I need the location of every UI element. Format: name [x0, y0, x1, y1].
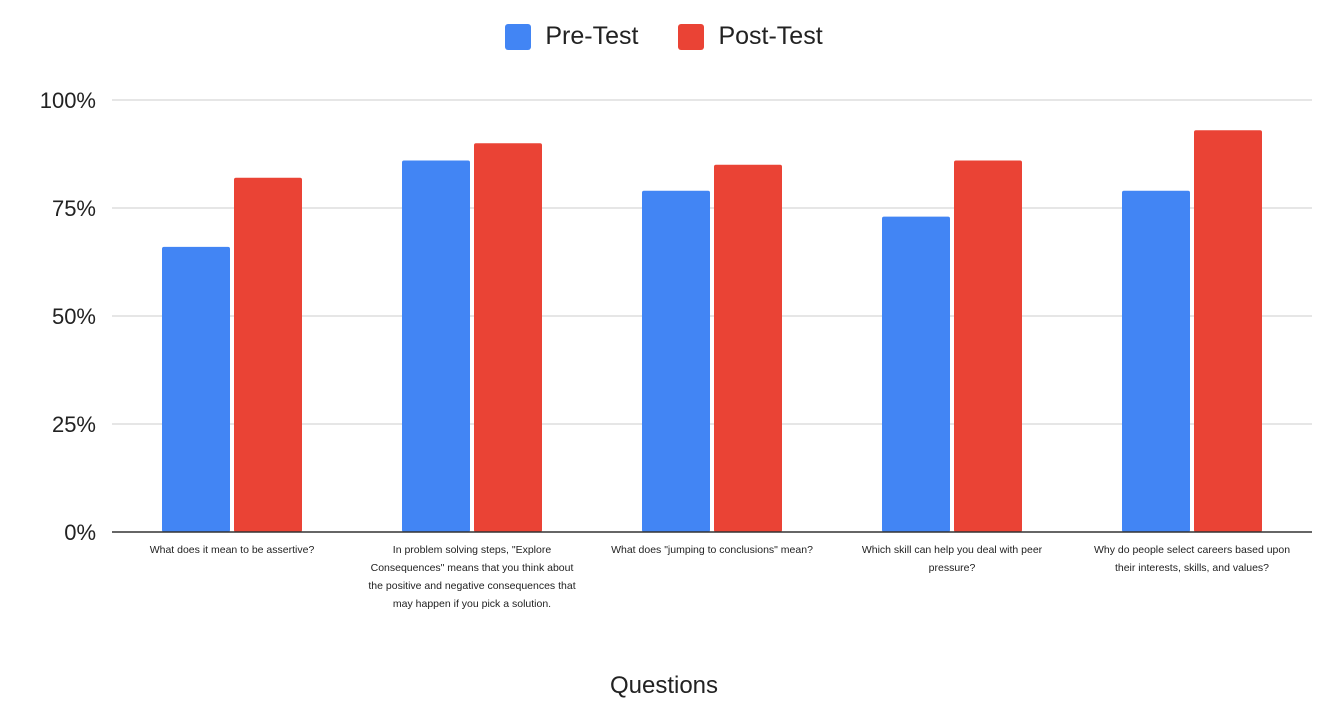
y-tick-label: 75%: [52, 196, 96, 221]
legend-item-post-test: Post-Test: [678, 22, 823, 51]
legend-label-pre-test: Pre-Test: [545, 22, 639, 50]
bar-pre-test: [1122, 190, 1190, 532]
bar-post-test: [1194, 130, 1262, 533]
bar-pre-test: [402, 160, 470, 533]
legend-swatch-post-test: [678, 23, 705, 50]
legend: Pre-Test Post-Test: [0, 22, 1328, 51]
category-label: What does it mean to be assertive?: [149, 544, 315, 556]
y-tick-label: 25%: [52, 412, 96, 437]
y-tick-label: 100%: [40, 88, 96, 113]
category-label: Why do people select careers based upon …: [1093, 544, 1291, 574]
bar-post-test: [714, 164, 782, 533]
category-label: Which skill can help you deal with peer …: [861, 544, 1043, 574]
bar-post-test: [474, 143, 542, 532]
bar-post-test: [954, 160, 1022, 533]
y-axis-ticks: 0% 25% 50% 75% 100%: [40, 88, 96, 545]
bar-pre-test: [882, 216, 950, 532]
legend-swatch-pre-test: [505, 23, 532, 50]
legend-label-post-test: Post-Test: [718, 22, 823, 50]
bar-post-test: [234, 177, 302, 532]
bar-pre-test: [162, 246, 230, 532]
category-label: In problem solving steps, "Explore Conse…: [368, 544, 576, 610]
bar-pre-test: [642, 190, 710, 532]
gridlines: [112, 99, 1312, 425]
x-axis-title: Questions: [609, 672, 719, 699]
legend-item-pre-test: Pre-Test: [505, 22, 638, 51]
category-label: What does "jumping to conclusions" mean?: [611, 544, 813, 556]
y-tick-label: 50%: [52, 304, 96, 329]
y-tick-label: 0%: [64, 520, 96, 545]
bars: [162, 130, 1262, 533]
